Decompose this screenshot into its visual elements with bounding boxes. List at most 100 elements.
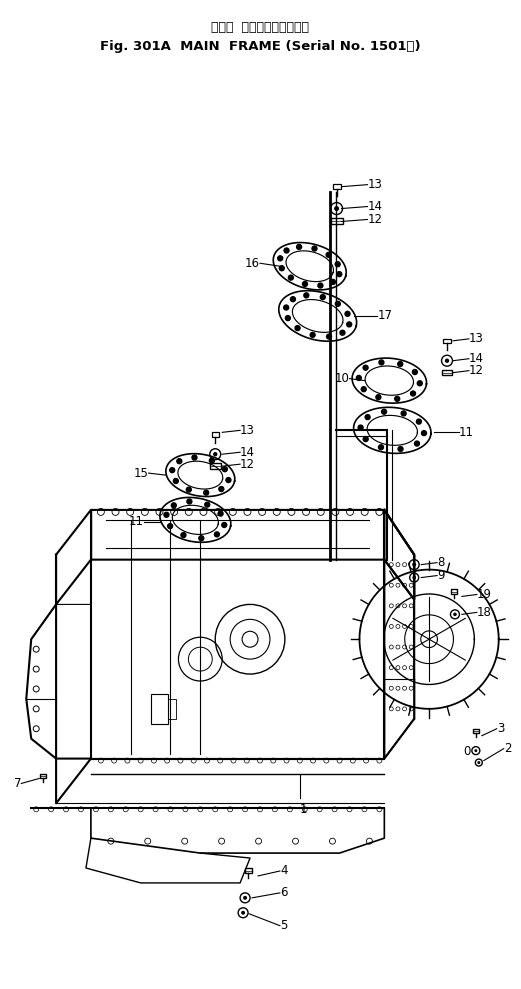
Text: 12: 12 bbox=[469, 364, 484, 377]
Text: 14: 14 bbox=[469, 352, 484, 365]
Circle shape bbox=[222, 522, 227, 527]
Circle shape bbox=[421, 430, 427, 435]
Circle shape bbox=[356, 376, 362, 381]
Text: Fig. 301A  MAIN  FRAME (Serial No. 1501～): Fig. 301A MAIN FRAME (Serial No. 1501～) bbox=[100, 41, 420, 53]
Circle shape bbox=[173, 479, 178, 484]
Circle shape bbox=[413, 576, 416, 580]
Text: 1: 1 bbox=[300, 803, 307, 816]
Circle shape bbox=[304, 293, 309, 298]
Circle shape bbox=[412, 563, 416, 567]
Circle shape bbox=[363, 436, 368, 441]
Circle shape bbox=[326, 252, 331, 257]
Text: 12: 12 bbox=[240, 458, 255, 471]
Circle shape bbox=[410, 573, 419, 583]
Circle shape bbox=[296, 244, 302, 249]
Circle shape bbox=[340, 330, 345, 335]
Text: 13: 13 bbox=[469, 332, 484, 345]
Circle shape bbox=[284, 305, 289, 310]
Circle shape bbox=[168, 523, 172, 528]
Circle shape bbox=[241, 911, 245, 915]
Circle shape bbox=[286, 315, 290, 320]
Circle shape bbox=[209, 458, 214, 463]
Bar bbox=[41, 773, 46, 778]
Circle shape bbox=[453, 612, 457, 616]
Circle shape bbox=[219, 487, 224, 492]
Circle shape bbox=[358, 425, 363, 430]
Circle shape bbox=[290, 297, 295, 302]
Circle shape bbox=[320, 295, 325, 300]
Circle shape bbox=[187, 499, 192, 504]
Circle shape bbox=[327, 334, 331, 339]
Circle shape bbox=[475, 760, 482, 766]
Circle shape bbox=[210, 449, 221, 460]
Circle shape bbox=[398, 362, 403, 367]
Text: 18: 18 bbox=[477, 606, 492, 619]
Text: 16: 16 bbox=[245, 257, 260, 270]
Circle shape bbox=[181, 533, 186, 538]
Text: 15: 15 bbox=[134, 467, 148, 480]
Text: 3: 3 bbox=[497, 722, 504, 735]
Text: 12: 12 bbox=[367, 213, 382, 225]
Text: 5: 5 bbox=[280, 919, 287, 933]
Circle shape bbox=[318, 283, 323, 288]
Circle shape bbox=[395, 397, 400, 402]
Circle shape bbox=[222, 467, 227, 472]
Circle shape bbox=[187, 488, 191, 493]
Circle shape bbox=[345, 312, 350, 316]
Circle shape bbox=[451, 610, 460, 619]
Circle shape bbox=[335, 262, 340, 267]
Text: 14: 14 bbox=[367, 200, 382, 213]
Circle shape bbox=[378, 445, 383, 450]
Bar bbox=[451, 589, 457, 594]
Text: 11: 11 bbox=[129, 515, 144, 528]
Text: 4: 4 bbox=[280, 864, 288, 877]
Circle shape bbox=[226, 478, 231, 483]
Circle shape bbox=[363, 365, 368, 370]
Text: 9: 9 bbox=[437, 569, 444, 583]
Circle shape bbox=[218, 511, 223, 516]
Bar bbox=[212, 432, 219, 437]
Circle shape bbox=[441, 355, 452, 366]
Circle shape bbox=[279, 266, 284, 271]
Circle shape bbox=[413, 370, 417, 375]
Circle shape bbox=[330, 280, 336, 285]
Text: 11: 11 bbox=[459, 426, 474, 439]
Circle shape bbox=[409, 560, 419, 570]
Circle shape bbox=[381, 409, 387, 414]
Bar bbox=[151, 694, 168, 724]
Circle shape bbox=[192, 455, 197, 460]
Text: 10: 10 bbox=[334, 372, 350, 385]
Circle shape bbox=[346, 321, 352, 327]
Circle shape bbox=[365, 414, 370, 419]
Circle shape bbox=[376, 395, 381, 400]
Bar bbox=[443, 339, 451, 343]
Circle shape bbox=[204, 491, 209, 495]
Circle shape bbox=[401, 411, 406, 416]
Circle shape bbox=[199, 536, 204, 541]
Circle shape bbox=[361, 387, 366, 392]
Text: 2: 2 bbox=[504, 742, 511, 756]
Text: 8: 8 bbox=[437, 556, 444, 569]
Bar bbox=[332, 184, 341, 189]
Circle shape bbox=[411, 391, 416, 396]
Circle shape bbox=[477, 762, 480, 764]
Circle shape bbox=[213, 452, 217, 456]
Circle shape bbox=[312, 246, 317, 251]
Circle shape bbox=[416, 419, 421, 424]
Circle shape bbox=[278, 256, 283, 261]
Circle shape bbox=[445, 359, 449, 363]
Circle shape bbox=[303, 282, 307, 287]
Circle shape bbox=[379, 360, 384, 365]
Text: 0: 0 bbox=[464, 745, 471, 759]
Circle shape bbox=[415, 441, 419, 446]
Text: 13: 13 bbox=[367, 178, 382, 191]
Text: 14: 14 bbox=[240, 446, 255, 459]
Bar bbox=[168, 699, 177, 719]
Text: 13: 13 bbox=[240, 424, 255, 437]
Circle shape bbox=[310, 332, 315, 337]
Text: 17: 17 bbox=[377, 310, 392, 322]
Circle shape bbox=[472, 747, 480, 755]
Circle shape bbox=[243, 896, 247, 900]
Text: 7: 7 bbox=[14, 777, 21, 790]
Circle shape bbox=[337, 272, 342, 277]
